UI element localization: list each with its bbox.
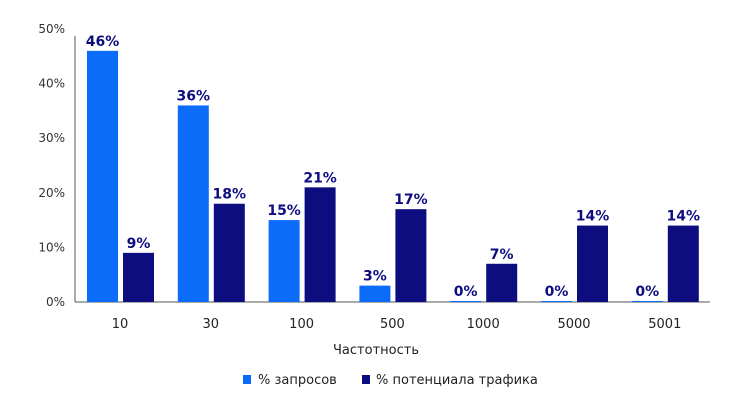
bar-traffic[interactable] — [304, 187, 336, 302]
y-tick-label: 40% — [38, 77, 65, 91]
y-tick-label: 0% — [46, 295, 65, 309]
legend-label-requests[interactable]: % запросов — [258, 373, 337, 388]
data-label: 21% — [303, 170, 337, 186]
legend-swatch-traffic — [362, 375, 370, 384]
x-tick-label: 30 — [203, 317, 220, 332]
x-tick-label: 5000 — [557, 317, 590, 332]
y-tick-label: 30% — [38, 131, 65, 145]
bar-requests[interactable] — [87, 50, 118, 303]
legend-label-traffic[interactable]: % потенциала трафика — [376, 373, 538, 388]
data-label: 46% — [86, 34, 120, 50]
x-tick-label: 5001 — [648, 317, 681, 332]
data-label: 36% — [177, 88, 211, 104]
bar-traffic[interactable] — [213, 203, 245, 302]
data-label: 15% — [267, 203, 301, 219]
bar-traffic[interactable] — [395, 209, 427, 302]
data-label: 0% — [545, 284, 569, 300]
data-label: 18% — [213, 187, 247, 203]
x-tick-label: 500 — [380, 317, 405, 332]
bar-traffic[interactable] — [486, 263, 518, 302]
x-tick-label: 100 — [289, 317, 314, 332]
bar-requests[interactable] — [450, 301, 482, 302]
y-tick-label: 10% — [38, 240, 65, 254]
bar-requests[interactable] — [268, 220, 300, 302]
bar-requests[interactable] — [359, 285, 391, 302]
bar-requests[interactable] — [177, 105, 209, 302]
data-label: 7% — [490, 247, 514, 263]
bar-requests[interactable] — [541, 301, 572, 302]
data-label: 14% — [576, 209, 610, 225]
data-label: 17% — [394, 192, 428, 208]
legend-swatch-requests — [243, 375, 251, 384]
data-label: 0% — [454, 284, 478, 300]
x-tick-label: 1000 — [467, 317, 500, 332]
data-label: 3% — [363, 269, 387, 285]
x-axis-label: Частотность — [333, 343, 419, 358]
y-tick-label: 50% — [38, 22, 65, 36]
bar-traffic[interactable] — [123, 252, 154, 302]
data-label: 9% — [127, 236, 151, 252]
bar-traffic[interactable] — [577, 225, 608, 302]
y-tick-label: 20% — [38, 186, 65, 200]
x-tick-label: 10 — [112, 317, 129, 332]
legend: % запросов % потенциала трафика — [243, 373, 538, 388]
data-label: 14% — [667, 209, 701, 225]
bar-traffic[interactable] — [667, 225, 699, 302]
data-label: 0% — [635, 284, 659, 300]
bar-requests[interactable] — [631, 301, 663, 302]
